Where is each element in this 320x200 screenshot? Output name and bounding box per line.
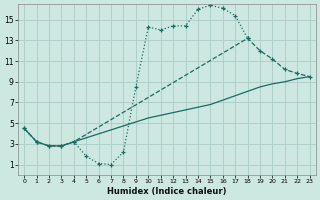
X-axis label: Humidex (Indice chaleur): Humidex (Indice chaleur) — [107, 187, 227, 196]
